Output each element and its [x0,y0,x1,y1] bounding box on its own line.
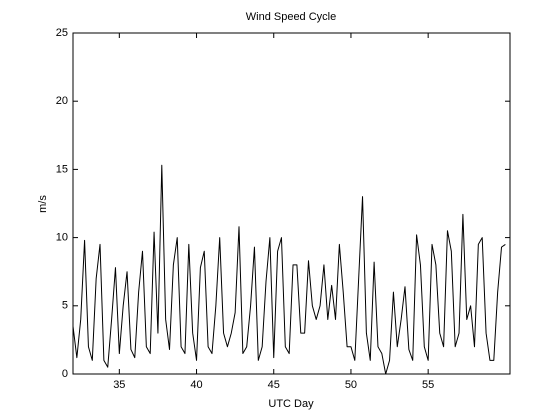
y-tick-label: 10 [56,232,68,244]
chart-title: Wind Speed Cycle [246,11,337,23]
x-tick-label: 35 [113,379,125,391]
y-tick-label: 0 [62,368,68,380]
y-tick-label: 25 [56,27,68,39]
y-tick-label: 20 [56,95,68,107]
x-tick-label: 55 [422,379,434,391]
y-tick-label: 15 [56,163,68,175]
x-tick-label: 50 [345,379,357,391]
y-axis-label: m/s [37,195,49,213]
y-tick-label: 5 [62,300,68,312]
x-tick-label: 40 [190,379,202,391]
plot-frame [72,32,511,375]
x-tick-label: 45 [268,379,280,391]
data-line [72,164,506,375]
x-axis-label: UTC Day [268,398,314,410]
